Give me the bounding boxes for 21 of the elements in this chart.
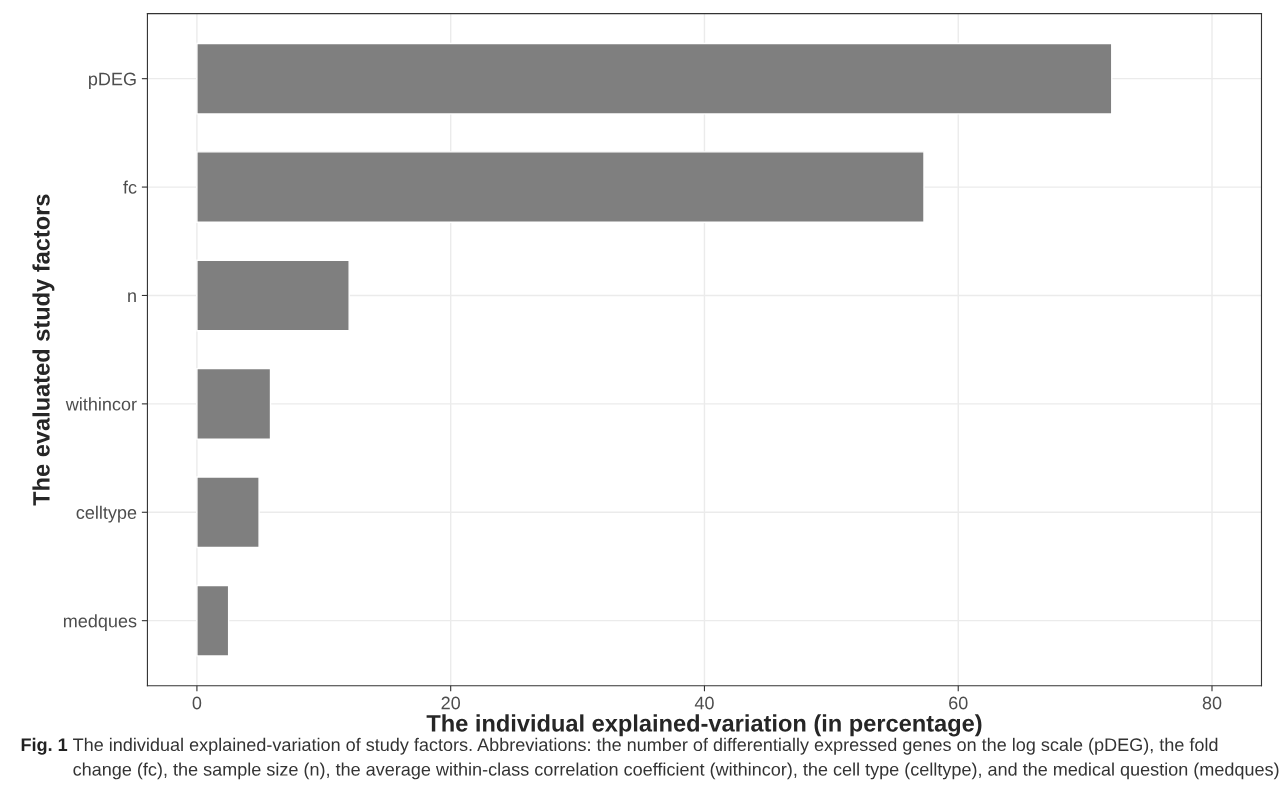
bar	[196, 367, 272, 440]
bar	[196, 584, 230, 657]
y-tick-label: medques	[63, 614, 137, 631]
bar	[196, 259, 350, 332]
caption: Fig. 1	[21, 737, 68, 755]
x-tick-label: 0	[192, 696, 202, 710]
y-tick-label: withincor	[65, 397, 137, 411]
y-tick-label: n	[128, 292, 136, 303]
x-tick-label: 20	[441, 696, 461, 710]
x-tick-label: 80	[1202, 696, 1222, 710]
bar	[196, 476, 260, 549]
bar	[196, 42, 1113, 115]
bar	[196, 151, 925, 223]
y-axis-title: The evaluated study factors	[32, 194, 55, 506]
y-tick-label: pDEG	[89, 72, 136, 89]
x-axis-title: The individual explained-variation (in percentage)	[426, 714, 982, 737]
y-tick-label: celltype	[76, 505, 137, 523]
x-tick-label: 40	[694, 696, 714, 710]
text: The individual explained-variation of study factors. Abbreviations: the number of differentially expressed genes on the log scale (pDEG), the fold change (fc), the sample size (n), the average within-class correlation coefficient (withincor), the cell type (celltype), and the medical question (medques)	[73, 737, 1279, 780]
y-tick-label: fc	[123, 180, 137, 194]
x-tick-label: 60	[949, 696, 968, 710]
